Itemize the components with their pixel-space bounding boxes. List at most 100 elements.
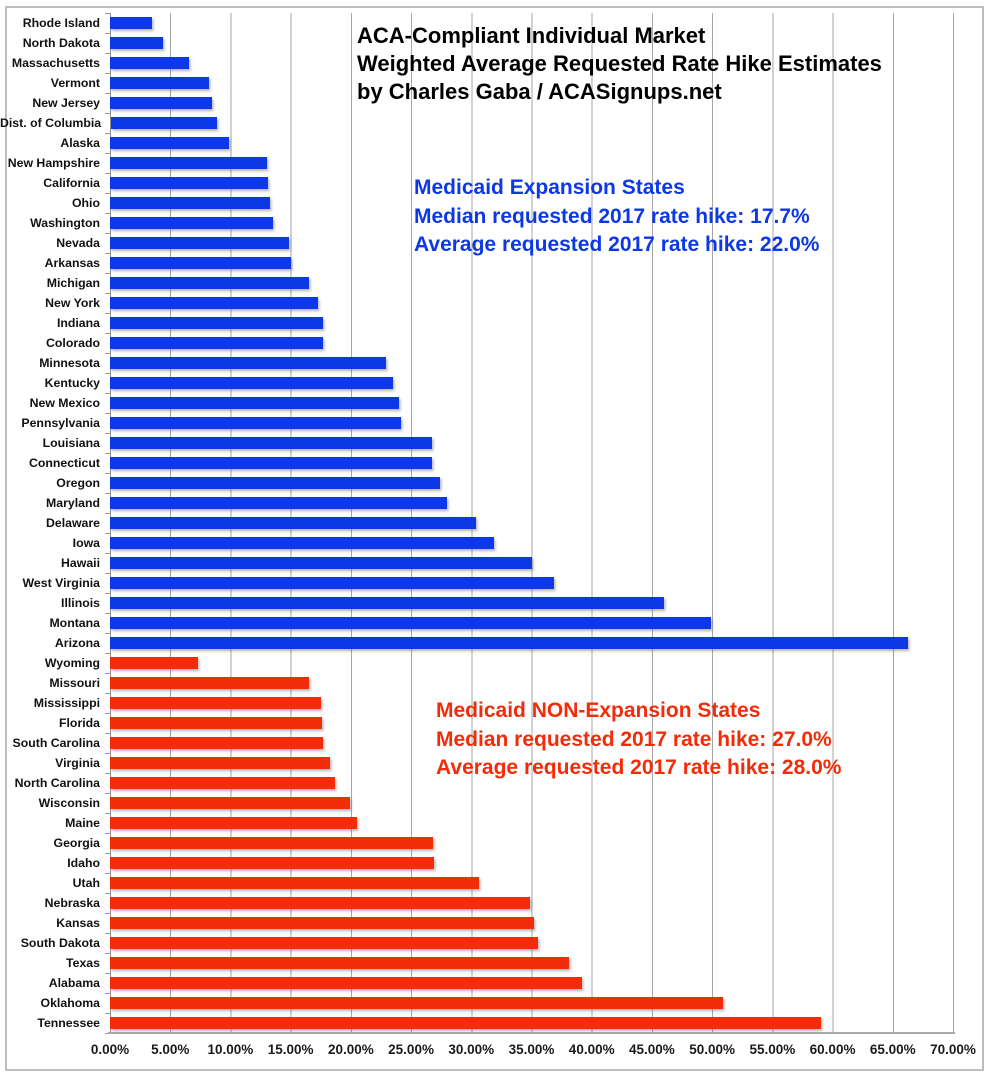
bar-row: Alabama bbox=[0, 973, 953, 993]
non-expansion-annotation-line3: Average requested 2017 rate hike: 28.0% bbox=[436, 756, 842, 779]
state-label: Texas bbox=[66, 956, 100, 970]
expansion-bar bbox=[110, 277, 309, 289]
bar-row: Minnesota bbox=[0, 353, 953, 373]
state-label: Michigan bbox=[46, 276, 100, 290]
bar-cell bbox=[110, 273, 953, 293]
expansion-bar bbox=[110, 77, 209, 89]
expansion-bar bbox=[110, 517, 477, 529]
bar-row: Oregon bbox=[0, 473, 953, 493]
bar-cell bbox=[110, 1013, 953, 1033]
state-label: Kansas bbox=[56, 916, 100, 930]
state-label: West Virginia bbox=[22, 576, 100, 590]
expansion-bar bbox=[110, 337, 324, 349]
bar-cell bbox=[110, 133, 953, 153]
bar-cell bbox=[110, 153, 953, 173]
bar-row: Arkansas bbox=[0, 253, 953, 273]
bar-row: South Dakota bbox=[0, 933, 953, 953]
chart-title-line3: by Charles Gaba / ACASignups.net bbox=[357, 79, 722, 104]
bar-cell bbox=[110, 973, 953, 993]
bar-row: Florida bbox=[0, 713, 953, 733]
bar-row: Dist. of Columbia bbox=[0, 113, 953, 133]
state-label: South Dakota bbox=[20, 936, 100, 950]
bar-row: Connecticut bbox=[0, 453, 953, 473]
state-label: North Dakota bbox=[22, 36, 100, 50]
bar-cell bbox=[110, 73, 953, 93]
bar-cell bbox=[110, 53, 953, 73]
bar-row: Washington bbox=[0, 213, 953, 233]
bar-row: New Jersey bbox=[0, 93, 953, 113]
bar-row: West Virginia bbox=[0, 573, 953, 593]
bar-cell bbox=[110, 753, 953, 773]
state-label: Wyoming bbox=[44, 656, 100, 670]
state-label: Illinois bbox=[61, 596, 100, 610]
bar-row: Iowa bbox=[0, 533, 953, 553]
expansion-bar bbox=[110, 497, 448, 509]
non-expansion-bar bbox=[110, 977, 583, 989]
bar-cell bbox=[110, 873, 953, 893]
bar-cell bbox=[110, 573, 953, 593]
x-axis-tick-label: 55.00% bbox=[749, 1042, 796, 1057]
bar-cell bbox=[110, 933, 953, 953]
chart-title-line1: ACA-Compliant Individual Market bbox=[357, 23, 706, 48]
bar-cell bbox=[110, 293, 953, 313]
expansion-bar bbox=[110, 177, 268, 189]
non-expansion-bar bbox=[110, 1017, 821, 1029]
expansion-bar bbox=[110, 477, 440, 489]
non-expansion-bar bbox=[110, 937, 538, 949]
x-axis-tick-label: 20.00% bbox=[327, 1042, 374, 1057]
bar-row: Montana bbox=[0, 613, 953, 633]
state-label: Arizona bbox=[54, 636, 100, 650]
non-expansion-annotation-line2: Median requested 2017 rate hike: 27.0% bbox=[436, 727, 832, 751]
expansion-bar bbox=[110, 397, 400, 409]
bar-row: New Mexico bbox=[0, 393, 953, 413]
bar-cell bbox=[110, 493, 953, 513]
bar-row: Arizona bbox=[0, 633, 953, 653]
state-label: Idaho bbox=[67, 856, 100, 870]
bar-row: Idaho bbox=[0, 853, 953, 873]
state-label: Alaska bbox=[60, 136, 100, 150]
bar-row: Kansas bbox=[0, 913, 953, 933]
bar-row: Louisiana bbox=[0, 433, 953, 453]
bar-row: Rhode Island bbox=[0, 13, 953, 33]
expansion-bar bbox=[110, 57, 190, 69]
expansion-bar bbox=[110, 97, 213, 109]
state-label: Alabama bbox=[48, 976, 100, 990]
expansion-bar bbox=[111, 117, 217, 129]
expansion-bar bbox=[110, 557, 532, 569]
bar-cell bbox=[110, 213, 953, 233]
expansion-annotation-line1: Medicaid Expansion States bbox=[414, 176, 685, 199]
expansion-bar bbox=[110, 217, 273, 229]
state-label: Maine bbox=[65, 816, 100, 830]
bar-row: North Dakota bbox=[0, 33, 953, 53]
expansion-bar bbox=[110, 637, 909, 649]
bar-cell bbox=[110, 833, 953, 853]
state-label: North Carolina bbox=[14, 776, 100, 790]
state-label: Oklahoma bbox=[40, 996, 100, 1010]
bar-cell bbox=[110, 173, 953, 193]
bar-row: Missouri bbox=[0, 673, 953, 693]
bar-cell bbox=[110, 893, 953, 913]
bar-row: California bbox=[0, 173, 953, 193]
state-label: Florida bbox=[59, 716, 100, 730]
state-label: Washington bbox=[30, 216, 100, 230]
bar-row: Maine bbox=[0, 813, 953, 833]
non-expansion-bar bbox=[110, 717, 322, 729]
state-label: Massachusetts bbox=[11, 56, 100, 70]
bar-cell bbox=[110, 593, 953, 613]
bar-cell bbox=[110, 653, 953, 673]
x-axis-tick-label: 5.00% bbox=[151, 1042, 190, 1057]
x-axis-tick-labels: 0.00% 5.00% 10.00% 15.00% 20.00% 25.00% 30.00%… bbox=[91, 1042, 976, 1064]
bar-row: New York bbox=[0, 293, 953, 313]
bar-cell bbox=[110, 353, 953, 373]
expansion-bar bbox=[110, 357, 386, 369]
bar-row: South Carolina bbox=[0, 733, 953, 753]
non-expansion-bar bbox=[110, 697, 321, 709]
y-axis-ticks bbox=[105, 13, 110, 1034]
expansion-bar bbox=[110, 457, 432, 469]
expansion-bar bbox=[110, 257, 291, 269]
x-axis-tick-label: 45.00% bbox=[629, 1042, 675, 1057]
bar-row: Wisconsin bbox=[0, 793, 953, 813]
bar-cell bbox=[110, 13, 953, 33]
x-axis-line bbox=[108, 1032, 955, 1034]
bar-cell bbox=[110, 413, 953, 433]
